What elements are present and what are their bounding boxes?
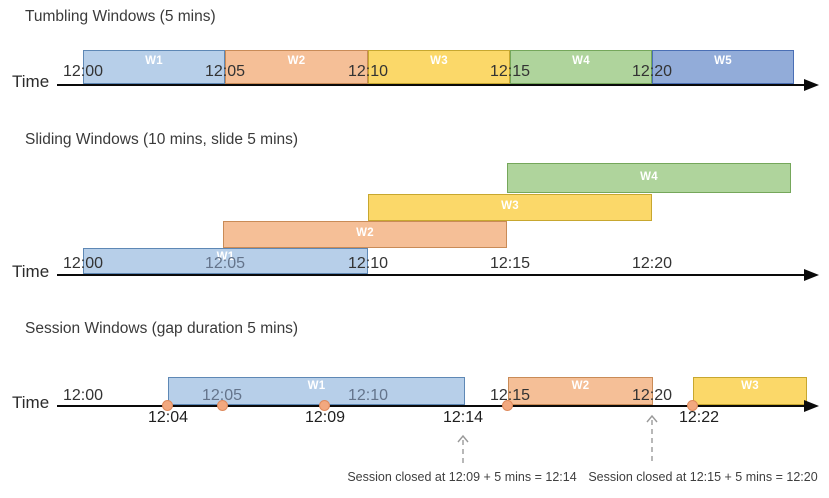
tumbling-tick: 12:10 [347,63,389,80]
timeline-arrowhead-icon [804,79,819,91]
tumbling-window-w5 [652,50,794,84]
session-tick: 12:10 [347,387,389,404]
timeline-arrowhead-icon [804,269,819,281]
sliding-window-w4 [507,163,791,193]
sliding-window-w2 [223,221,507,248]
session-close-annotation: Session closed at 12:09 + 5 mins = 12:14 [347,470,577,484]
session-close-annotation: Session closed at 12:15 + 5 mins = 12:20 [588,470,818,484]
tumbling-window-label: W2 [287,55,306,67]
session-event-label: 12:09 [304,409,346,426]
sliding-title: Sliding Windows (10 mins, slide 5 mins) [25,131,299,148]
event-dot [162,400,173,411]
tumbling-window-w1 [83,50,225,84]
tumbling-timeline [57,84,806,86]
session-tick: 12:15 [489,387,531,404]
session-tick: 12:00 [62,387,104,404]
session-timeline [57,405,806,407]
tumbling-window-w2 [225,50,368,84]
sliding-timeline [57,274,806,276]
session-window-label: W3 [741,380,759,392]
tumbling-tick: 12:05 [204,63,246,80]
session-window-label: W2 [571,380,590,392]
sliding-tick: 12:15 [489,255,531,272]
session-window-label: W1 [307,380,326,392]
session-tick: 12:20 [631,387,673,404]
tumbling-window-label: W3 [430,55,448,67]
event-dot [687,400,698,411]
sliding-tick: 12:05 [204,255,246,272]
session-time-axis-label: Time [12,393,50,412]
session-event-label: 12:22 [678,409,720,426]
session-close-arrow-icon [457,434,469,464]
session-window-w3 [693,377,807,405]
session-close-arrow-icon [646,414,658,462]
tumbling-window-label: W1 [145,55,163,67]
session-window-w1 [168,377,465,405]
event-dot [217,400,228,411]
tumbling-window-w3 [368,50,510,84]
sliding-tick: 12:00 [62,255,104,272]
sliding-window-label: W2 [356,227,374,239]
sliding-tick: 12:20 [631,255,673,272]
tumbling-window-w4 [510,50,652,84]
session-tick: 12:05 [201,387,243,404]
tumbling-tick: 12:00 [62,63,104,80]
sliding-window-label: W4 [640,171,658,183]
tumbling-window-label: W4 [572,55,590,67]
event-dot [319,400,330,411]
tumbling-title: Tumbling Windows (5 mins) [25,8,216,25]
session-event-label: 12:14 [442,409,484,426]
sliding-tick: 12:10 [347,255,389,272]
tumbling-tick: 12:20 [631,63,673,80]
tumbling-window-label: W5 [714,55,732,67]
tumbling-time-axis-label: Time [12,72,50,91]
sliding-window-w1 [83,248,368,274]
sliding-window-label: W1 [216,251,235,263]
session-event-label: 12:04 [147,409,189,426]
session-window-w2 [508,377,653,405]
tumbling-tick: 12:15 [489,63,531,80]
timeline-arrowhead-icon [804,400,819,412]
sliding-window-label: W3 [501,200,519,212]
event-dot [502,400,513,411]
session-title: Session Windows (gap duration 5 mins) [25,320,299,337]
sliding-time-axis-label: Time [12,262,50,281]
sliding-window-w3 [368,194,652,221]
